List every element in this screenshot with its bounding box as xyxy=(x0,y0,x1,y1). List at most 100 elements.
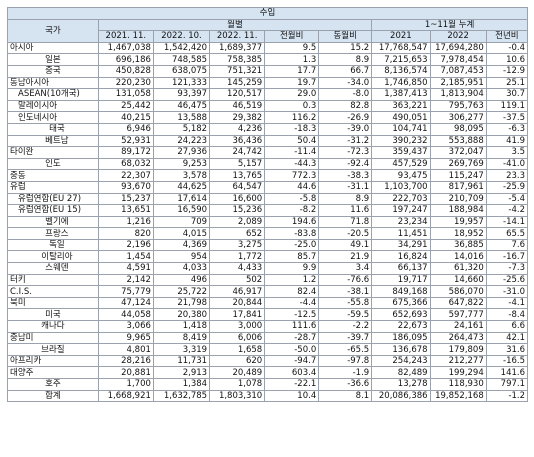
value-cell: 1.3 xyxy=(264,53,320,66)
value-cell: 4,236 xyxy=(209,122,266,136)
value-cell: 115,247 xyxy=(429,169,487,182)
value-cell: 2,185,951 xyxy=(429,76,487,90)
value-cell: 8,136,574 xyxy=(371,64,431,78)
value-cell: 1,772 xyxy=(209,250,266,264)
value-cell: -92.4 xyxy=(318,157,373,171)
table-row: 아프리카 28,216 11,731 620 -94.7 -97.8 254,243 212,… xyxy=(7,354,529,368)
value-cell: 15,237 xyxy=(97,192,154,206)
value-cell: 49.1 xyxy=(318,238,373,252)
value-cell: 118,930 xyxy=(429,378,487,391)
value-cell: -1.9 xyxy=(318,366,373,379)
value-cell: 24,223 xyxy=(152,134,211,148)
value-cell: 14,660 xyxy=(429,273,487,287)
value-cell: -14.1 xyxy=(485,215,529,229)
value-cell: -12.5 xyxy=(264,308,320,322)
value-cell: 372,047 xyxy=(429,146,487,159)
value-cell: 450,828 xyxy=(97,64,154,78)
value-cell: 3,319 xyxy=(152,343,211,356)
value-cell: 116.2 xyxy=(264,111,320,124)
value-cell: 6.6 xyxy=(485,320,529,333)
value-cell: 17.7 xyxy=(264,64,320,78)
value-cell: 197,247 xyxy=(371,204,431,217)
value-cell: -16.5 xyxy=(485,354,529,368)
value-cell: 1,384 xyxy=(152,378,211,391)
value-cell: 11,731 xyxy=(152,354,211,368)
value-cell: 3,275 xyxy=(209,238,266,252)
value-cell: -25.9 xyxy=(485,180,529,194)
value-cell: -94.7 xyxy=(264,354,320,368)
value-cell: 119.1 xyxy=(485,99,529,113)
value-cell: -8.2 xyxy=(264,204,320,217)
value-cell: -37.5 xyxy=(485,111,529,124)
value-cell: 586,070 xyxy=(429,285,487,298)
value-cell: 25,722 xyxy=(152,285,211,298)
value-cell: 13,651 xyxy=(97,204,154,217)
value-cell: 797.1 xyxy=(485,378,529,391)
value-cell: 71.8 xyxy=(318,215,373,229)
table-row: 말레이시아 25,442 46,475 46,519 0.3 82.8 363,221 795… xyxy=(7,99,529,113)
country-name-cell: 대양주 xyxy=(7,366,99,379)
country-name-cell: 중남미 xyxy=(7,331,99,345)
value-cell: 3,066 xyxy=(97,320,154,333)
country-name-cell: 인도 xyxy=(7,157,99,171)
col-header: 2022. 11. xyxy=(209,30,266,43)
value-cell: 3.5 xyxy=(485,146,529,159)
value-cell: 28,216 xyxy=(97,354,154,368)
value-cell: -4.1 xyxy=(485,296,529,310)
country-name-cell: 스웨덴 xyxy=(7,262,99,275)
value-cell: 36,885 xyxy=(429,238,487,252)
value-cell: 36,436 xyxy=(209,134,266,148)
value-cell: 29,382 xyxy=(209,111,266,124)
value-cell: 820 xyxy=(97,227,154,240)
value-cell: 795,763 xyxy=(429,99,487,113)
value-cell: 7,978,454 xyxy=(429,53,487,66)
value-cell: 8,419 xyxy=(152,331,211,345)
value-cell: -25.6 xyxy=(485,273,529,287)
import-table-container: 수입 국가 월별 1~11월 누계 2021. 11. 2022. 10. 20… xyxy=(7,7,529,451)
value-cell: -31.2 xyxy=(318,134,373,148)
value-cell: 20,086,386 xyxy=(371,389,431,403)
value-cell: -39.7 xyxy=(318,331,373,345)
value-cell: 75,779 xyxy=(97,285,154,298)
col-header: 동월비 xyxy=(318,30,373,43)
value-cell: 16,590 xyxy=(152,204,211,217)
value-cell: 5,157 xyxy=(209,157,266,171)
value-cell: -5.8 xyxy=(264,192,320,206)
value-cell: 9.9 xyxy=(264,262,320,275)
value-cell: 44,058 xyxy=(97,308,154,322)
value-cell: -39.0 xyxy=(318,122,373,136)
value-cell: 2,089 xyxy=(209,215,266,229)
country-name-cell: 일본 xyxy=(7,53,99,66)
value-cell: 82.8 xyxy=(318,99,373,113)
value-cell: 29.0 xyxy=(264,88,320,101)
table-row: 중국 450,828 638,075 751,321 17.7 66.7 8,136,574… xyxy=(7,64,529,78)
value-cell: 496 xyxy=(152,273,211,287)
value-cell: 13,765 xyxy=(209,169,266,182)
value-cell: 758,385 xyxy=(209,53,266,66)
value-cell: 9,965 xyxy=(97,331,154,345)
country-name-cell: 중국 xyxy=(7,64,99,78)
table-header: 수입 국가 월별 1~11월 누계 2021. 11. 2022. 10. 20… xyxy=(7,7,529,43)
value-cell: -6.3 xyxy=(485,122,529,136)
value-cell: 52,931 xyxy=(97,134,154,148)
value-cell: 4,033 xyxy=(152,262,211,275)
table-row: 브라질 4,801 3,319 1,658 -50.0 -65.5 136,678 179,8… xyxy=(7,343,529,356)
country-name-cell: 말레이시아 xyxy=(7,99,99,113)
value-cell: -20.5 xyxy=(318,227,373,240)
table-row: 스웨덴 4,591 4,033 4,433 9.9 3.4 66,137 61,320 -7.3 xyxy=(7,262,529,275)
country-name-cell: 터키 xyxy=(7,273,99,287)
value-cell: 13,278 xyxy=(371,378,431,391)
value-cell: 269,769 xyxy=(429,157,487,171)
value-cell: 748,585 xyxy=(152,53,211,66)
table-row: 인도네시아 40,215 13,588 29,382 116.2 -26.9 490,051… xyxy=(7,111,529,124)
value-cell: 145,259 xyxy=(209,76,266,90)
value-cell: -26.9 xyxy=(318,111,373,124)
value-cell: 179,809 xyxy=(429,343,487,356)
table-row: 대양주 20,881 2,913 20,489 603.4 -1.9 82,489 199,2… xyxy=(7,366,529,379)
value-cell: 22,307 xyxy=(97,169,154,182)
value-cell: 14,016 xyxy=(429,250,487,264)
country-name-cell: 유럽연합(EU 27) xyxy=(7,192,99,206)
value-cell: 17,614 xyxy=(152,192,211,206)
value-cell: -41.0 xyxy=(485,157,529,171)
country-name-cell: 유럽연합(EU 15) xyxy=(7,204,99,217)
